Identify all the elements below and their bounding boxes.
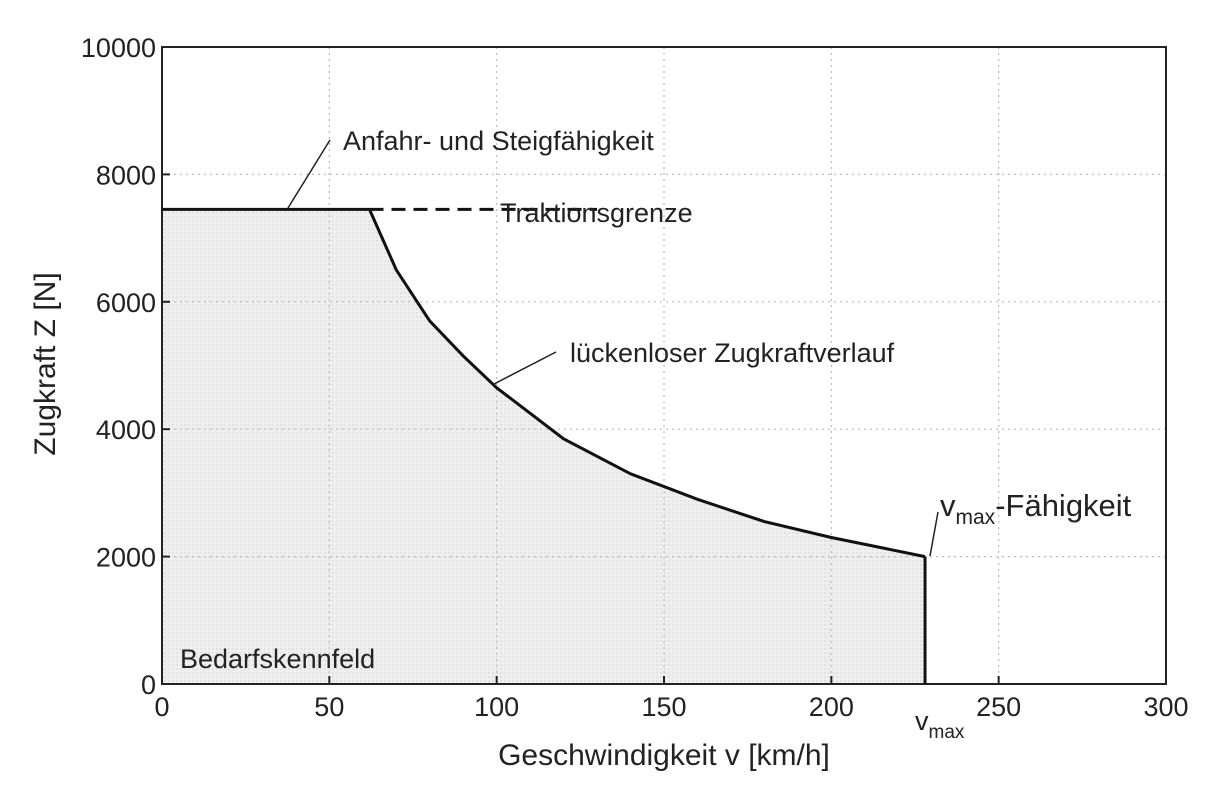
vmax-tick-label: vmax (915, 706, 965, 743)
y-tick-label-10000: 10000 (81, 33, 156, 63)
y-tick-label-8000: 8000 (96, 160, 156, 190)
vmax-tick-main: v (915, 706, 929, 736)
x-tick-label-0: 0 (154, 692, 169, 722)
demand-field-area (162, 209, 926, 684)
leader-vmax (929, 511, 939, 557)
traction-curve (162, 207, 926, 559)
vmax-capability-rest: -Fähigkeit (995, 488, 1131, 523)
x-tick-label-150: 150 (641, 692, 686, 722)
vmax-tick-sub: max (929, 722, 965, 743)
vmax-capability-sub: max (956, 506, 996, 529)
leader-start-climb (287, 139, 331, 209)
annotation-demand-field: Bedarfskennfeld (180, 644, 375, 674)
annotation-start-climb: Anfahr- und Steigfähigkeit (343, 126, 654, 156)
y-tick-label-6000: 6000 (96, 288, 156, 318)
y-tick-label-0: 0 (141, 670, 156, 700)
vmax-capability-main: v (940, 488, 956, 523)
y-axis-label: Zugkraft Z [N] (29, 272, 62, 455)
annotation-continuous: lückenloser Zugkraftverlauf (570, 338, 895, 368)
y-tick-label-4000: 4000 (96, 415, 156, 445)
x-tick-label-250: 250 (976, 692, 1021, 722)
x-tick-label-50: 50 (314, 692, 344, 722)
y-tick-label-2000: 2000 (96, 543, 156, 573)
annotation-vmax-capability: vmax-Fähigkeit (940, 488, 1132, 529)
x-tick-label-100: 100 (474, 692, 519, 722)
annotation-traction-limit: Traktionsgrenze (500, 198, 693, 228)
x-axis-label: Geschwindigkeit v [km/h] (498, 739, 830, 772)
x-tick-label-300: 300 (1143, 692, 1188, 722)
x-tick-label-200: 200 (809, 692, 854, 722)
leader-continuous (493, 351, 557, 385)
